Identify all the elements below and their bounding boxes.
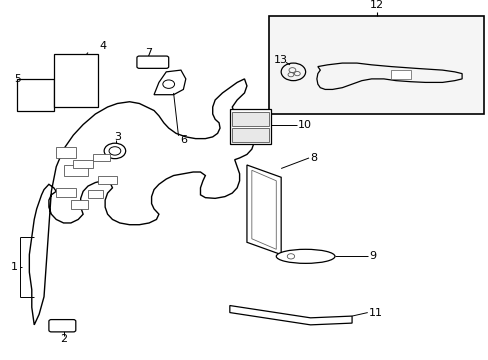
Text: 5: 5	[14, 74, 20, 84]
Text: 6: 6	[180, 135, 186, 145]
Bar	[229, 109, 271, 144]
Text: 10: 10	[298, 120, 312, 130]
FancyBboxPatch shape	[49, 320, 76, 332]
Bar	[93, 154, 110, 162]
Bar	[17, 79, 54, 111]
Bar	[88, 190, 102, 198]
Bar	[98, 176, 117, 184]
Bar	[390, 70, 410, 79]
Bar	[232, 128, 268, 142]
Bar	[232, 112, 268, 126]
Bar	[73, 160, 93, 168]
Ellipse shape	[276, 249, 334, 264]
Bar	[268, 15, 483, 114]
FancyBboxPatch shape	[137, 56, 168, 68]
Text: 4: 4	[99, 41, 106, 50]
Bar	[56, 147, 76, 158]
Text: 11: 11	[368, 307, 383, 318]
Text: 2: 2	[60, 334, 67, 344]
Text: 12: 12	[369, 0, 383, 10]
Text: 1: 1	[11, 262, 18, 272]
Bar	[54, 54, 98, 107]
Bar	[71, 200, 88, 209]
Text: 8: 8	[310, 153, 317, 163]
Text: 3: 3	[114, 132, 121, 142]
Bar	[56, 188, 76, 197]
Text: 13: 13	[274, 55, 287, 64]
Ellipse shape	[286, 254, 294, 259]
Bar	[63, 165, 88, 176]
Text: 9: 9	[368, 251, 376, 261]
Text: 7: 7	[145, 48, 152, 58]
